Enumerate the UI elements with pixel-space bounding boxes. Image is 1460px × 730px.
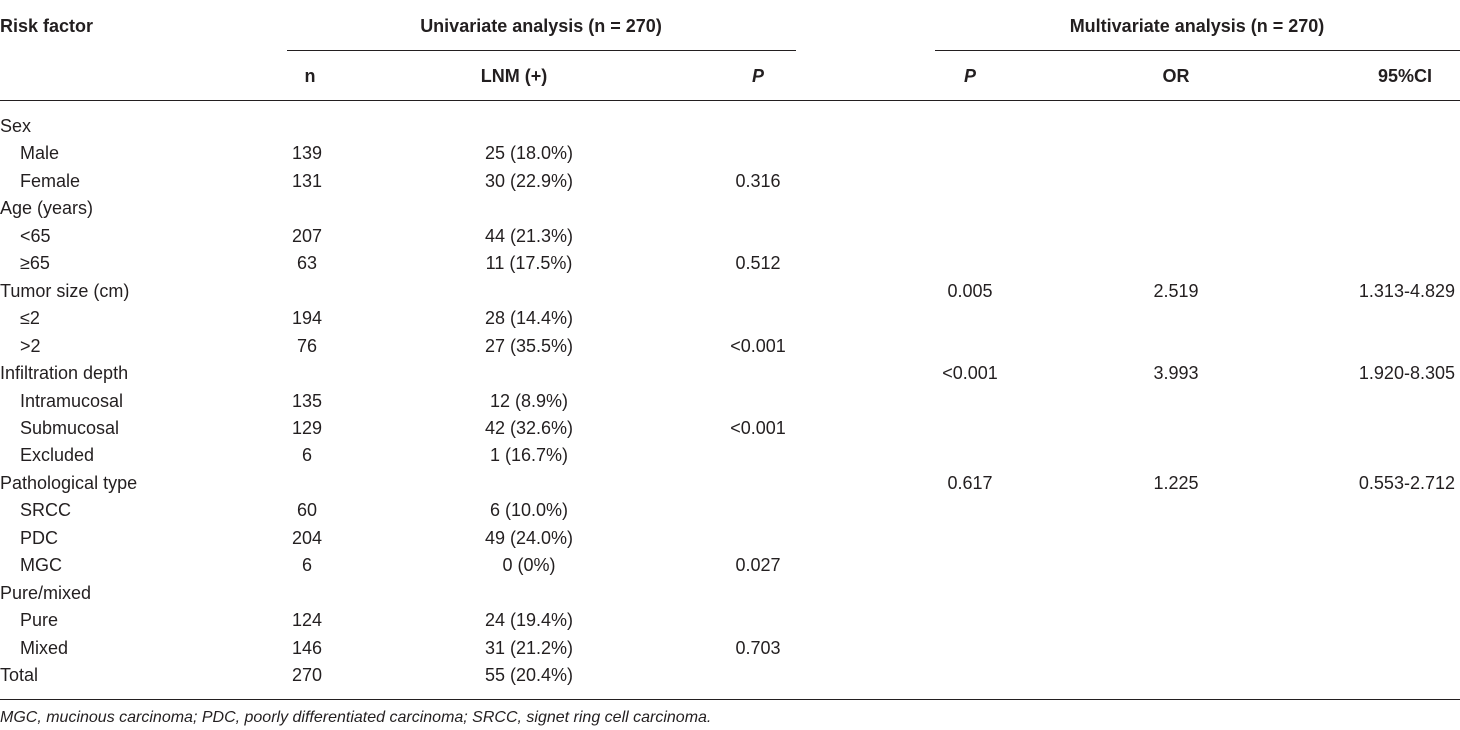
cell-p: <0.001 bbox=[730, 335, 786, 356]
row-label: Intramucosal bbox=[20, 390, 124, 411]
cell-n: 129 bbox=[291, 417, 323, 438]
header-n: n bbox=[304, 66, 316, 86]
cell-or: 1.225 bbox=[1153, 472, 1199, 493]
cell-lnm: 0 (0%) bbox=[502, 555, 556, 576]
header-p-uni: P bbox=[751, 66, 765, 86]
cell-p: <0.001 bbox=[730, 417, 786, 438]
cell-n: 135 bbox=[291, 390, 323, 411]
row-label: >2 bbox=[20, 335, 41, 356]
header-ci: 95%CI bbox=[1377, 66, 1432, 86]
row-label: Excluded bbox=[20, 445, 95, 466]
cell-n: 76 bbox=[296, 335, 318, 356]
cell-n: 6 bbox=[301, 445, 313, 466]
cell-or: 3.993 bbox=[1153, 363, 1199, 384]
footnote: MGC, mucinous carcinoma; PDC, poorly dif… bbox=[0, 709, 712, 726]
cell-lnm: 55 (20.4%) bbox=[484, 665, 574, 685]
cell-n: 146 bbox=[291, 637, 323, 658]
cell-n: 204 bbox=[291, 527, 323, 548]
cell-ci: 0.553-2.712 bbox=[1358, 472, 1455, 493]
row-label: SRCC bbox=[20, 500, 72, 521]
cell-lnm: 1 (16.7%) bbox=[489, 445, 569, 466]
cell-multi-p: 0.005 bbox=[947, 280, 993, 301]
cell-or: 2.519 bbox=[1153, 280, 1199, 301]
cell-n: 207 bbox=[291, 225, 323, 246]
cell-n: 6 bbox=[301, 555, 313, 576]
cell-n: 63 bbox=[296, 253, 318, 274]
cell-lnm: 24 (19.4%) bbox=[484, 610, 574, 631]
univariate-rule bbox=[287, 50, 796, 51]
cell-n: 124 bbox=[291, 610, 323, 631]
header-univariate: Univariate analysis (n = 270) bbox=[420, 16, 662, 36]
cell-lnm: 11 (17.5%) bbox=[485, 253, 573, 274]
cell-p: 0.512 bbox=[735, 253, 781, 274]
row-label: <65 bbox=[20, 225, 51, 246]
row-label: PDC bbox=[20, 527, 59, 548]
cell-n: 270 bbox=[291, 665, 323, 685]
header-multivariate: Multivariate analysis (n = 270) bbox=[1069, 16, 1325, 36]
row-label: Male bbox=[20, 143, 60, 164]
cell-lnm: 42 (32.6%) bbox=[484, 417, 574, 438]
cell-p: 0.703 bbox=[735, 637, 781, 658]
cell-p: 0.027 bbox=[735, 555, 781, 576]
cell-lnm: 31 (21.2%) bbox=[484, 637, 574, 658]
cell-lnm: 25 (18.0%) bbox=[484, 143, 574, 164]
header-p-multi: P bbox=[963, 66, 977, 86]
row-label: ≥65 bbox=[20, 253, 50, 274]
header-bottom-rule bbox=[0, 100, 1460, 101]
row-label: Pure bbox=[20, 610, 59, 631]
row-label: Age (years) bbox=[0, 198, 94, 219]
row-label: Pure/mixed bbox=[0, 582, 92, 603]
row-label: MGC bbox=[20, 555, 62, 576]
row-label: Infiltration depth bbox=[0, 363, 129, 384]
row-label: Mixed bbox=[20, 637, 69, 658]
cell-ci: 1.920-8.305 bbox=[1358, 363, 1455, 384]
row-label: Pathological type bbox=[0, 472, 138, 493]
cell-lnm: 27 (35.5%) bbox=[484, 335, 574, 356]
row-label: Tumor size (cm) bbox=[0, 280, 130, 301]
multivariate-rule bbox=[935, 50, 1460, 51]
cell-lnm: 30 (22.9%) bbox=[484, 170, 574, 191]
cell-lnm: 12 (8.9%) bbox=[489, 390, 569, 411]
cell-lnm: 49 (24.0%) bbox=[484, 527, 574, 548]
cell-n: 194 bbox=[291, 308, 323, 329]
table-bottom-rule bbox=[0, 699, 1460, 700]
header-or: OR bbox=[1162, 66, 1190, 86]
cell-multi-p: <0.001 bbox=[942, 363, 998, 384]
row-label: Sex bbox=[0, 116, 32, 136]
row-label: Total bbox=[0, 665, 39, 685]
cell-lnm: 28 (14.4%) bbox=[484, 308, 574, 329]
header-lnm: LNM (+) bbox=[480, 66, 548, 86]
header-risk-factor: Risk factor bbox=[0, 16, 94, 36]
cell-multi-p: 0.617 bbox=[947, 472, 993, 493]
cell-lnm: 44 (21.3%) bbox=[484, 225, 574, 246]
cell-lnm: 6 (10.0%) bbox=[489, 500, 569, 521]
cell-n: 139 bbox=[291, 143, 323, 164]
row-label: Female bbox=[20, 170, 81, 191]
cell-p: 0.316 bbox=[735, 170, 781, 191]
cell-n: 60 bbox=[296, 500, 318, 521]
row-label: Submucosal bbox=[20, 417, 120, 438]
cell-n: 131 bbox=[291, 170, 323, 191]
cell-ci: 1.313-4.829 bbox=[1358, 280, 1455, 301]
row-label: ≤2 bbox=[20, 308, 40, 329]
